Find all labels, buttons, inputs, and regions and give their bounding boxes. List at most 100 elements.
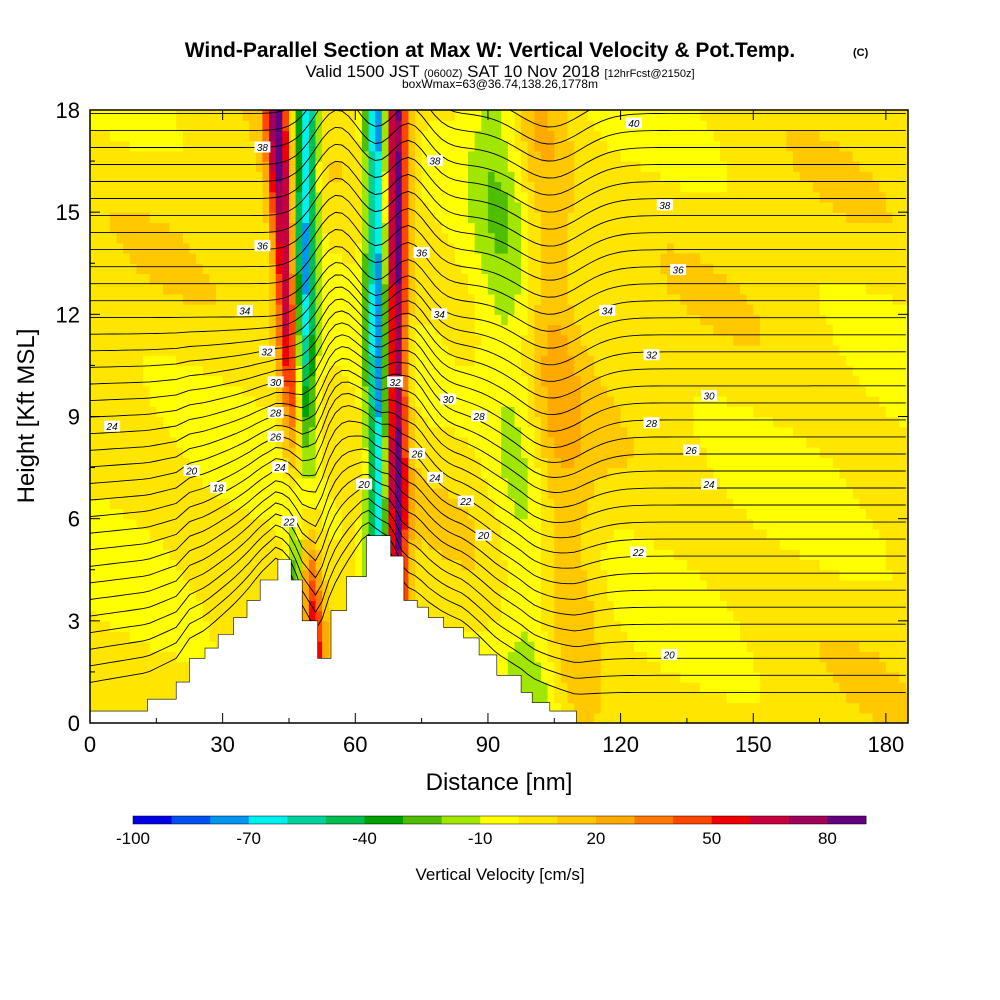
field-cell	[90, 426, 98, 438]
field-cell	[494, 283, 502, 295]
field-cell	[149, 457, 157, 469]
field-cell	[607, 600, 615, 612]
field-cell	[249, 477, 257, 489]
field-cell	[514, 518, 522, 530]
field-cell	[109, 549, 118, 561]
field-cell	[116, 457, 124, 469]
field-cell	[614, 385, 622, 397]
field-cell	[289, 161, 297, 172]
field-cell	[434, 201, 443, 213]
field-cell	[235, 283, 244, 295]
field-cell	[143, 436, 151, 448]
field-cell	[607, 232, 615, 244]
field-cell	[600, 355, 608, 366]
field-cell	[216, 355, 224, 366]
field-cell	[182, 355, 191, 366]
field-cell	[468, 631, 476, 642]
field-cell	[541, 324, 549, 336]
field-cell	[169, 110, 177, 121]
field-cell	[103, 498, 111, 509]
field-cell	[129, 682, 137, 693]
field-cell	[487, 375, 496, 387]
field-cell	[521, 171, 529, 183]
field-cell	[328, 539, 336, 550]
field-cell	[202, 293, 210, 305]
field-cell	[461, 222, 469, 234]
field-cell	[229, 130, 237, 142]
field-cell	[627, 426, 635, 438]
field-cell	[90, 580, 98, 591]
field-cell	[448, 273, 456, 285]
field-cell	[527, 120, 535, 131]
field-cell	[176, 120, 184, 131]
field-cell	[342, 191, 350, 203]
field-cell	[507, 375, 515, 387]
field-cell	[282, 232, 290, 244]
field-cell	[494, 528, 502, 540]
field-cell	[627, 447, 635, 458]
field-cell	[481, 242, 489, 254]
field-cell	[216, 242, 224, 254]
field-cell	[90, 385, 98, 397]
field-cell	[116, 304, 124, 315]
field-cell	[163, 253, 171, 264]
field-cell	[249, 518, 257, 530]
field-cell	[249, 406, 257, 418]
field-cell	[342, 273, 350, 285]
field-cell	[308, 201, 317, 213]
field-cell	[322, 304, 330, 315]
field-cell	[355, 150, 363, 162]
field-cell	[222, 467, 230, 479]
field-cell	[103, 539, 111, 550]
field-cell	[149, 304, 157, 315]
field-cell	[434, 293, 443, 305]
field-cell	[328, 355, 336, 366]
field-cell	[567, 682, 575, 693]
field-cell	[461, 355, 469, 366]
field-cell	[176, 232, 184, 244]
field-cell	[222, 590, 230, 601]
field-cell	[123, 150, 131, 162]
field-cell	[434, 385, 443, 397]
field-cell	[255, 528, 263, 540]
field-cell	[468, 488, 476, 499]
field-cell	[169, 283, 177, 295]
field-cell	[255, 426, 263, 438]
field-cell	[328, 232, 336, 244]
field-cell	[342, 263, 350, 274]
field-cell	[163, 590, 171, 601]
field-cell	[222, 406, 230, 418]
field-cell	[189, 283, 197, 295]
field-cell	[527, 569, 535, 581]
field-cell	[640, 692, 648, 704]
field-cell	[375, 314, 383, 326]
field-cell	[163, 477, 171, 489]
field-cell	[209, 201, 217, 213]
field-cell	[295, 222, 303, 234]
field-cell	[534, 242, 542, 254]
field-cell	[614, 457, 622, 469]
field-cell	[461, 549, 469, 561]
field-cell	[255, 263, 263, 274]
field-cell	[163, 641, 171, 653]
field-cell	[156, 191, 164, 203]
field-cell	[189, 528, 197, 540]
field-cell	[262, 375, 270, 387]
field-cell	[580, 365, 588, 377]
field-cell	[627, 600, 635, 612]
field-cell	[594, 641, 602, 653]
field-cell	[421, 569, 429, 581]
field-cell	[594, 549, 602, 561]
field-cell	[560, 457, 569, 469]
field-cell	[408, 140, 416, 152]
field-cell	[361, 191, 370, 203]
field-cell	[328, 212, 336, 223]
field-cell	[202, 396, 210, 407]
field-cell	[600, 181, 608, 193]
field-cell	[580, 600, 588, 612]
field-cell	[415, 426, 423, 438]
field-cell	[501, 212, 509, 223]
field-cell	[375, 283, 383, 295]
field-cell	[222, 569, 230, 581]
field-cell	[468, 232, 476, 244]
